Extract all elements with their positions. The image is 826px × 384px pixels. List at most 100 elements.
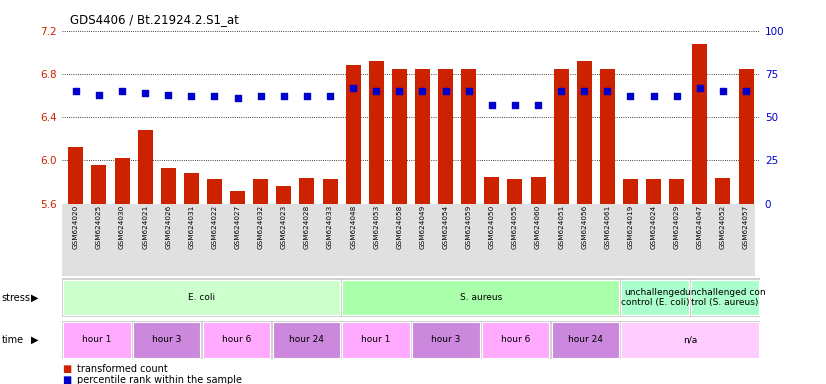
Bar (484, 177, 500, 204)
Bar (133, 322, 201, 358)
Point (393, 88, 406, 94)
Point (554, 88, 567, 94)
Text: GSM624027: GSM624027 (235, 205, 240, 249)
Text: GSM624030: GSM624030 (119, 205, 125, 249)
Bar (577, 61, 591, 204)
Point (415, 88, 429, 94)
Bar (69, 147, 83, 204)
Point (693, 84, 706, 91)
Point (462, 88, 475, 94)
Text: GSM624021: GSM624021 (142, 205, 148, 249)
Text: GSM624026: GSM624026 (165, 205, 171, 249)
Point (139, 90, 152, 96)
Text: hour 3: hour 3 (431, 335, 461, 344)
Text: GSM624056: GSM624056 (582, 205, 587, 249)
Bar (738, 68, 753, 204)
Text: hour 3: hour 3 (152, 335, 182, 344)
Bar (669, 179, 684, 204)
Bar (345, 65, 361, 204)
Text: S. aureus: S. aureus (459, 293, 502, 302)
Text: GSM624049: GSM624049 (420, 205, 425, 249)
Bar (207, 179, 222, 204)
Bar (412, 322, 480, 358)
Text: GSM624020: GSM624020 (73, 205, 78, 249)
Text: hour 1: hour 1 (361, 335, 391, 344)
Text: GSM624028: GSM624028 (304, 205, 310, 249)
Bar (621, 280, 689, 315)
Text: n/a: n/a (683, 335, 697, 344)
Point (278, 93, 291, 99)
Text: E. coli: E. coli (188, 293, 215, 302)
Text: GSM624048: GSM624048 (350, 205, 356, 249)
Text: GSM624023: GSM624023 (281, 205, 287, 249)
Text: GSM624019: GSM624019 (628, 205, 634, 249)
Point (208, 93, 221, 99)
Bar (392, 68, 407, 204)
Bar (715, 178, 730, 204)
Text: GSM624025: GSM624025 (96, 205, 102, 249)
Point (716, 88, 729, 94)
Bar (184, 173, 199, 204)
Text: GSM624058: GSM624058 (396, 205, 402, 249)
Bar (63, 280, 340, 315)
Text: ■: ■ (62, 375, 71, 384)
Point (185, 93, 198, 99)
Point (254, 93, 268, 99)
Point (531, 102, 544, 108)
Bar (646, 179, 661, 204)
Text: GSM624050: GSM624050 (489, 205, 495, 249)
Point (439, 88, 452, 94)
Bar (482, 322, 549, 358)
Text: GSM624053: GSM624053 (373, 205, 379, 249)
Point (93, 91, 106, 98)
Text: GDS4406 / Bt.21924.2.S1_at: GDS4406 / Bt.21924.2.S1_at (70, 13, 239, 26)
Bar (342, 322, 410, 358)
Bar (415, 68, 430, 204)
Text: GSM624031: GSM624031 (188, 205, 194, 249)
Text: GSM624059: GSM624059 (466, 205, 472, 249)
Bar (115, 158, 130, 204)
Text: GSM624061: GSM624061 (605, 205, 610, 249)
Bar (254, 179, 268, 204)
Bar (138, 130, 153, 204)
Bar (322, 179, 338, 204)
Text: GSM624024: GSM624024 (651, 205, 657, 249)
Bar (202, 322, 270, 358)
Bar (342, 280, 620, 315)
Text: GSM624054: GSM624054 (443, 205, 449, 249)
Bar (553, 68, 568, 204)
Text: GSM624033: GSM624033 (327, 205, 333, 249)
Text: ■: ■ (62, 364, 71, 374)
Text: GSM624052: GSM624052 (720, 205, 726, 249)
Bar (277, 186, 292, 204)
Text: transformed count: transformed count (77, 364, 168, 374)
Bar (368, 61, 384, 204)
Bar (692, 44, 707, 204)
Point (601, 88, 614, 94)
Text: GSM624047: GSM624047 (697, 205, 703, 249)
Point (231, 95, 244, 101)
Bar (63, 322, 131, 358)
Point (647, 93, 660, 99)
Point (324, 93, 337, 99)
Text: ▶: ▶ (31, 293, 39, 303)
Text: GSM624029: GSM624029 (674, 205, 680, 249)
Bar (691, 280, 759, 315)
Point (116, 88, 129, 94)
Bar (530, 177, 545, 204)
Bar (600, 68, 615, 204)
Bar (230, 190, 245, 204)
Point (370, 88, 383, 94)
Point (485, 102, 498, 108)
Text: time: time (2, 335, 24, 345)
Point (347, 84, 360, 91)
Text: GSM624032: GSM624032 (258, 205, 263, 249)
Text: unchallenged
control (E. coli): unchallenged control (E. coli) (621, 288, 690, 307)
Point (69, 88, 83, 94)
Bar (92, 165, 107, 204)
Text: unchallenged con
trol (S. aureus): unchallenged con trol (S. aureus) (685, 288, 766, 307)
Text: percentile rank within the sample: percentile rank within the sample (77, 375, 242, 384)
Bar (299, 178, 315, 204)
Bar (623, 179, 638, 204)
Bar (461, 68, 477, 204)
